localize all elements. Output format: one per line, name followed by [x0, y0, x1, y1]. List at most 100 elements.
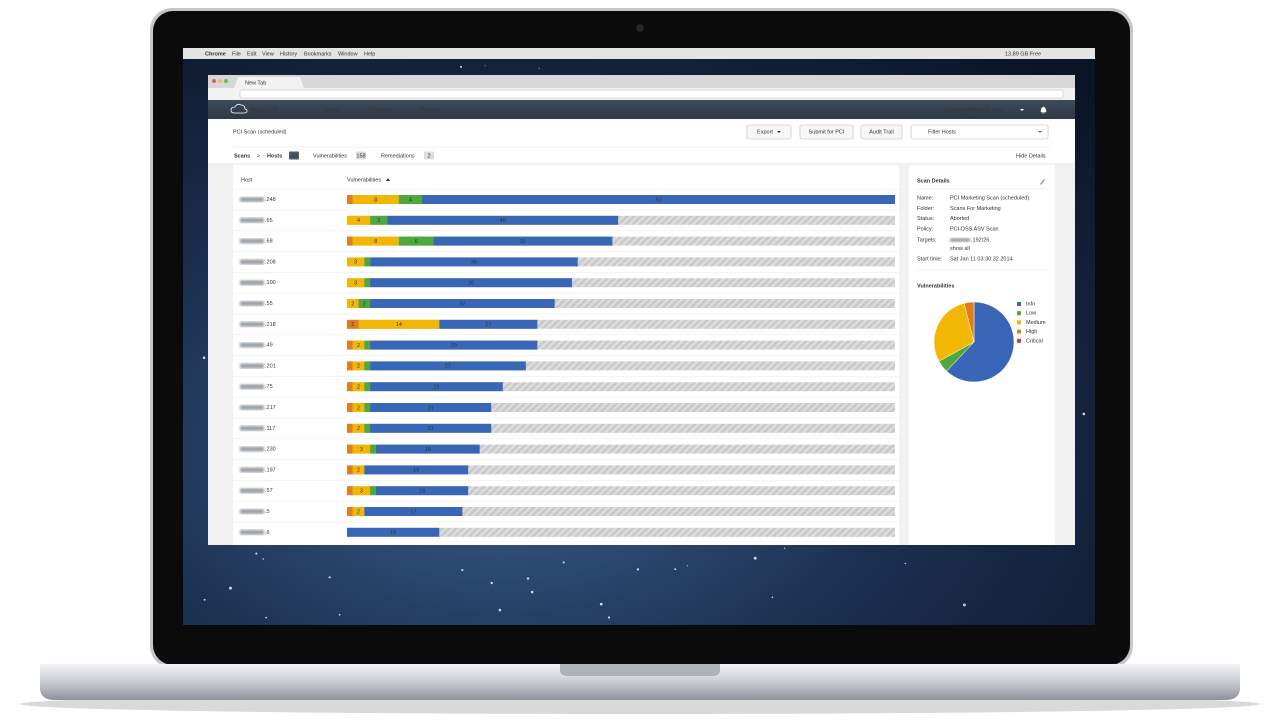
severity-segment[interactable]: [364, 361, 371, 371]
severity-segment[interactable]: [347, 465, 353, 475]
severity-segment[interactable]: [375, 486, 469, 496]
host-name[interactable]: .75: [265, 384, 273, 390]
severity-segment[interactable]: [364, 423, 371, 433]
severity-segment[interactable]: [352, 236, 399, 246]
severity-segment[interactable]: [347, 444, 353, 454]
severity-segment[interactable]: [352, 507, 365, 516]
host-name[interactable]: .248: [265, 197, 276, 203]
severity-segment[interactable]: [347, 236, 353, 246]
severity-segment[interactable]: [347, 527, 440, 537]
severity-segment[interactable]: [375, 444, 480, 454]
pie-slice[interactable]: [963, 301, 975, 343]
tab[interactable]: [234, 77, 304, 88]
host-name[interactable]: .217: [265, 405, 276, 411]
pie-slice[interactable]: [933, 302, 975, 362]
severity-segment[interactable]: [347, 507, 353, 516]
severity-segment[interactable]: [347, 215, 371, 225]
severity-segment[interactable]: [352, 423, 365, 433]
brand[interactable]: Nessus PS: [250, 107, 278, 113]
show-all-link[interactable]: show all: [950, 246, 970, 252]
button[interactable]: [860, 124, 903, 140]
severity-segment[interactable]: [439, 319, 538, 329]
severity-segment[interactable]: [347, 403, 353, 412]
tab-link[interactable]: Vulnerabilities: [313, 153, 347, 159]
severity-segment[interactable]: [347, 340, 353, 350]
severity-segment[interactable]: [352, 465, 365, 475]
hide-details[interactable]: Hide Details: [1016, 153, 1046, 159]
severity-segment[interactable]: [433, 236, 613, 246]
severity-segment[interactable]: [347, 195, 353, 204]
severity-segment[interactable]: [352, 403, 365, 412]
column-header[interactable]: Vulnerabilities: [347, 177, 381, 183]
menu-item[interactable]: File: [232, 51, 241, 57]
host-name[interactable]: .201: [265, 363, 276, 369]
severity-segment[interactable]: [352, 340, 365, 350]
severity-segment[interactable]: [364, 340, 371, 350]
filter-input[interactable]: [910, 124, 1049, 140]
window-button[interactable]: [224, 79, 228, 83]
menu-item[interactable]: View: [262, 51, 274, 57]
host-name[interactable]: .65: [265, 218, 273, 224]
user-menu[interactable]: customer@tenable.com: [944, 107, 1003, 113]
menu-item[interactable]: Edit: [247, 51, 257, 57]
severity-segment[interactable]: [352, 382, 365, 392]
severity-segment[interactable]: [370, 257, 578, 267]
severity-segment[interactable]: [370, 444, 376, 454]
severity-segment[interactable]: [370, 340, 538, 350]
severity-segment[interactable]: [347, 257, 365, 267]
severity-segment[interactable]: [352, 486, 371, 496]
severity-segment[interactable]: [358, 299, 371, 308]
host-name[interactable]: .6: [265, 530, 270, 536]
button-label[interactable]: Submit for PCI: [809, 129, 845, 135]
host-name[interactable]: .57: [265, 488, 273, 494]
pie-slice[interactable]: [946, 301, 1015, 383]
severity-segment[interactable]: [364, 403, 371, 412]
caret[interactable]: [1020, 109, 1024, 111]
severity-segment[interactable]: [421, 195, 895, 204]
nav-link[interactable]: Scans: [324, 107, 340, 113]
host-name[interactable]: .49: [265, 343, 273, 349]
host-name[interactable]: .218: [265, 322, 276, 328]
address-bar[interactable]: [239, 89, 1064, 99]
menu-item[interactable]: Help: [364, 51, 375, 57]
window-button[interactable]: [212, 79, 216, 83]
menu-item[interactable]: History: [280, 51, 297, 57]
button[interactable]: [746, 124, 792, 140]
button-label[interactable]: Export: [757, 129, 773, 135]
severity-segment[interactable]: [347, 361, 353, 371]
menu-item[interactable]: Bookmarks: [304, 51, 332, 57]
tab-link[interactable]: Remediations: [381, 153, 415, 159]
button-label[interactable]: Audit Trail: [869, 129, 893, 135]
severity-segment[interactable]: [370, 382, 503, 392]
severity-segment[interactable]: [347, 319, 359, 329]
severity-segment[interactable]: [370, 215, 388, 225]
severity-segment[interactable]: [347, 299, 359, 308]
severity-segment[interactable]: [364, 278, 371, 288]
host-name[interactable]: .5: [265, 509, 270, 515]
severity-segment[interactable]: [364, 257, 371, 267]
host-name[interactable]: .55: [265, 301, 273, 307]
edit-icon[interactable]: [1040, 179, 1045, 185]
severity-segment[interactable]: [370, 423, 492, 433]
severity-segment[interactable]: [364, 465, 469, 475]
severity-segment[interactable]: [398, 236, 434, 246]
severity-segment[interactable]: [352, 195, 399, 204]
nav-link[interactable]: Policies: [421, 107, 440, 113]
severity-segment[interactable]: [370, 403, 492, 412]
button[interactable]: [799, 124, 854, 140]
severity-segment[interactable]: [352, 361, 365, 371]
window-button[interactable]: [218, 79, 222, 83]
severity-segment[interactable]: [370, 361, 526, 371]
menu-item[interactable]: Window: [338, 51, 358, 57]
host-name[interactable]: .68: [265, 239, 273, 245]
host-name[interactable]: .230: [265, 447, 276, 453]
breadcrumb[interactable]: Scans: [234, 153, 250, 159]
severity-segment[interactable]: [347, 278, 365, 288]
severity-segment[interactable]: [387, 215, 619, 225]
nav-link[interactable]: Schedules: [368, 107, 394, 113]
severity-segment[interactable]: [347, 382, 353, 392]
severity-segment[interactable]: [370, 486, 376, 496]
bell[interactable]: [1040, 106, 1047, 114]
host-name[interactable]: .117: [265, 426, 275, 432]
column-header[interactable]: Host: [241, 177, 253, 183]
